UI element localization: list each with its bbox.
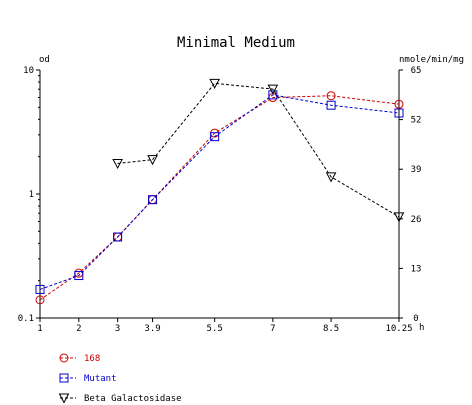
legend-label-0: 168 [84,354,100,364]
chart-title: Minimal Medium [177,35,295,51]
data-point-series-2 [267,84,279,95]
y-right-tick-label: 26 [411,215,422,225]
data-point-series-0 [35,295,45,305]
data-point-series-0 [326,91,336,101]
legend-label-1: Mutant [84,374,117,384]
series-line-0 [39,95,400,301]
y-right-tick-label: 13 [411,264,422,274]
x-tick-label: 2 [76,324,81,334]
series-line-1 [39,94,400,290]
data-point-series-1 [268,90,278,100]
data-point-series-1 [326,100,336,110]
x-tick-label: 8.5 [323,324,339,334]
x-tick-label: 10.25 [385,324,412,334]
y-right-tick-label: 39 [411,165,422,175]
y-left-axis-label: od [39,55,50,65]
data-point-series-1 [210,132,220,142]
legend: 168 Mutant Beta Galactosidase [58,353,182,404]
x-tick-label: 3 [115,324,120,334]
data-point-series-1 [35,284,45,294]
data-point-series-1 [394,108,404,118]
data-point-series-1 [148,195,158,205]
x-tick-label: 3.9 [144,324,160,334]
data-point-series-2 [393,212,405,223]
data-point-series-2 [209,78,220,89]
legend-marker-2 [58,393,70,404]
data-point-series-2 [112,158,123,170]
legend-marker-0 [59,353,69,363]
x-axis-unit: h [419,323,424,333]
y-right-tick-label: 0 [413,314,418,324]
series-layer [35,78,405,305]
data-point-series-0 [394,99,404,109]
y-left-tick-label: 10 [23,66,34,76]
data-point-series-1 [113,232,123,242]
legend-label-2: Beta Galactosidase [84,394,182,404]
x-tick-label: 7 [270,324,275,334]
y-left-tick-label: 0.1 [18,314,34,324]
x-tick-label: 5.5 [207,324,223,334]
data-point-series-2 [147,155,158,166]
y-right-tick-label: 65 [411,66,422,76]
data-point-series-1 [74,271,84,281]
series-line-2 [117,82,400,218]
y-left-tick-label: 1 [29,190,34,200]
x-tick-label: 1 [37,324,42,334]
legend-marker-1 [59,373,69,383]
data-point-series-2 [325,172,337,183]
y-right-axis-label: nmole/min/mg [399,55,464,65]
y-right-tick-label: 52 [411,116,422,126]
